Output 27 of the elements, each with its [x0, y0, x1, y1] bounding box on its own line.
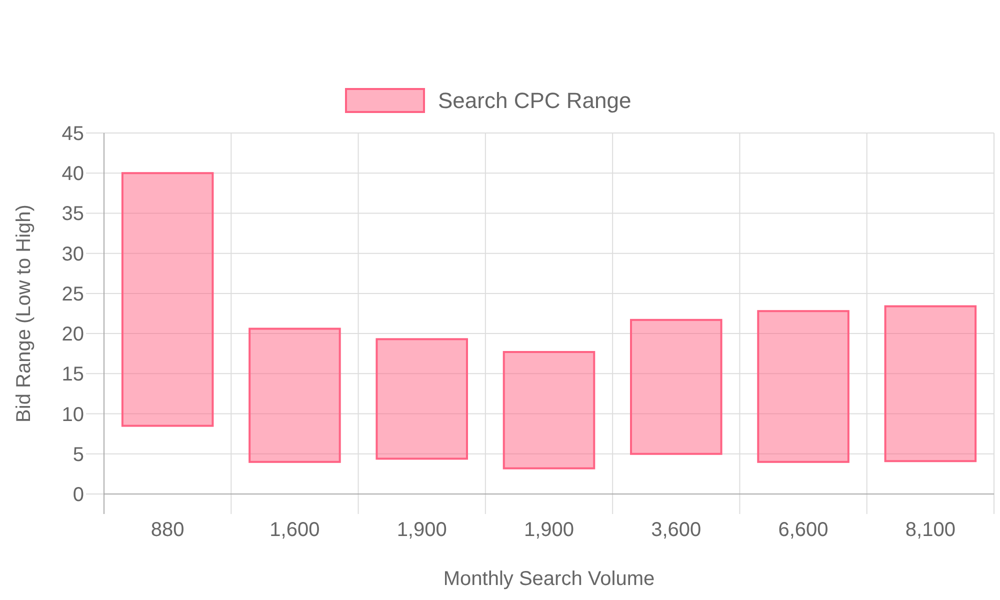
x-tick-label: 6,600: [778, 519, 828, 541]
y-tick-label: 30: [62, 243, 84, 266]
y-tick-label: 35: [62, 203, 84, 226]
x-axis-title: Monthly Search Volume: [443, 568, 655, 590]
y-tick-label: 40: [62, 163, 84, 186]
x-tick-label: 880: [150, 519, 184, 541]
y-tick-label: 20: [62, 324, 84, 346]
y-tick-label: 45: [62, 123, 84, 145]
legend-label: Search CPC Range: [438, 88, 632, 113]
y-tick-label: 10: [62, 404, 84, 426]
bar: [630, 318, 722, 455]
x-tick-label: 3,600: [651, 519, 702, 541]
bar: [121, 172, 214, 427]
bar: [502, 351, 596, 470]
y-tick-label: 0: [72, 484, 84, 506]
bar: [248, 328, 341, 463]
y-tick-label: 15: [62, 364, 84, 386]
y-axis-title: Bid Range (Low to High): [13, 204, 35, 422]
bar: [376, 338, 468, 460]
x-tick-label: 1,900: [396, 519, 447, 541]
y-tick-label: 5: [72, 444, 84, 466]
x-tick-label: 1,600: [270, 519, 320, 541]
y-tick-label: 25: [62, 283, 84, 306]
bar: [757, 310, 850, 463]
bar: [884, 305, 977, 462]
x-tick-label: 8,100: [905, 519, 956, 541]
x-tick-label: 1,900: [524, 519, 574, 541]
